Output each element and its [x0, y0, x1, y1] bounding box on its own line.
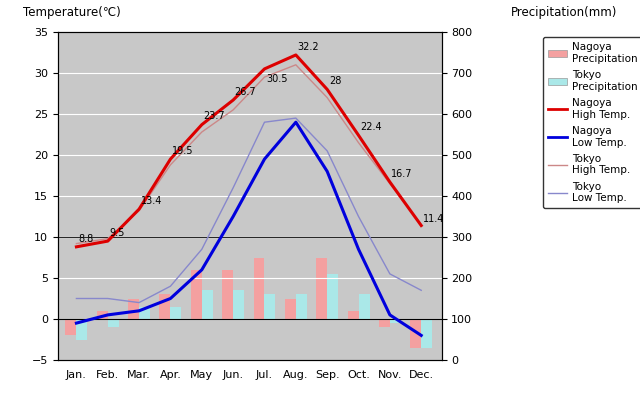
- Text: 19.5: 19.5: [172, 146, 193, 156]
- Bar: [296, 294, 307, 319]
- Text: 23.7: 23.7: [204, 111, 225, 121]
- Bar: [222, 270, 233, 319]
- Text: 16.7: 16.7: [392, 169, 413, 179]
- Bar: [358, 294, 369, 319]
- Bar: [390, 319, 401, 323]
- Bar: [76, 319, 88, 340]
- Bar: [327, 274, 338, 319]
- Bar: [108, 319, 119, 327]
- Bar: [421, 319, 432, 348]
- Text: 28: 28: [329, 76, 341, 86]
- Text: 9.5: 9.5: [109, 228, 125, 238]
- Bar: [316, 258, 327, 319]
- Text: Precipitation(mm): Precipitation(mm): [511, 6, 617, 19]
- Bar: [170, 307, 181, 319]
- Bar: [202, 290, 212, 319]
- Bar: [285, 298, 296, 319]
- Text: 13.4: 13.4: [141, 196, 162, 206]
- Bar: [253, 258, 264, 319]
- Text: 26.7: 26.7: [235, 87, 257, 97]
- Bar: [348, 311, 358, 319]
- Bar: [159, 294, 170, 319]
- Bar: [128, 298, 139, 319]
- Bar: [97, 311, 108, 319]
- Bar: [233, 290, 244, 319]
- Bar: [191, 270, 202, 319]
- Text: 32.2: 32.2: [298, 42, 319, 52]
- Text: 8.8: 8.8: [78, 234, 93, 244]
- Bar: [139, 307, 150, 319]
- Text: 30.5: 30.5: [266, 74, 287, 84]
- Bar: [65, 319, 76, 335]
- Text: Temperature(℃): Temperature(℃): [23, 6, 121, 19]
- Text: 11.4: 11.4: [423, 214, 444, 224]
- Legend: Nagoya
Precipitation, Tokyo
Precipitation, Nagoya
High Temp., Nagoya
Low Temp., : Nagoya Precipitation, Tokyo Precipitatio…: [543, 37, 640, 208]
- Bar: [379, 319, 390, 327]
- Text: 22.4: 22.4: [360, 122, 381, 132]
- Bar: [410, 319, 421, 348]
- Bar: [264, 294, 275, 319]
